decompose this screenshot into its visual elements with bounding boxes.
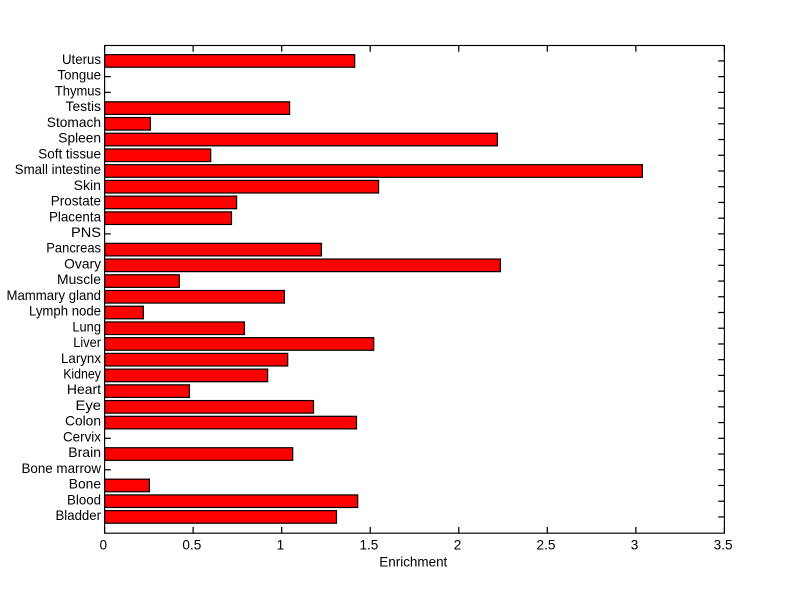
svg-text:Lymph node: Lymph node (29, 304, 101, 319)
svg-text:Pancreas: Pancreas (46, 241, 101, 256)
svg-text:Skin: Skin (74, 178, 101, 193)
svg-text:1.5: 1.5 (359, 538, 378, 553)
svg-text:0.5: 0.5 (182, 538, 201, 553)
svg-text:2: 2 (454, 538, 462, 553)
svg-text:3: 3 (631, 538, 639, 553)
svg-text:Liver: Liver (73, 335, 101, 350)
svg-text:Mammary gland: Mammary gland (7, 288, 102, 303)
svg-text:Kidney: Kidney (63, 367, 101, 382)
svg-text:Blood: Blood (67, 492, 101, 507)
svg-text:Ovary: Ovary (64, 256, 101, 271)
svg-text:Testis: Testis (66, 99, 102, 114)
svg-text:Eye: Eye (76, 398, 102, 413)
svg-text:Bladder: Bladder (56, 508, 102, 523)
svg-text:Soft tissue: Soft tissue (38, 146, 101, 161)
svg-text:Larynx: Larynx (61, 351, 101, 366)
svg-text:Lung: Lung (72, 319, 101, 334)
svg-text:Placenta: Placenta (49, 209, 101, 224)
svg-text:Prostate: Prostate (51, 194, 101, 209)
svg-text:Cervix: Cervix (63, 429, 101, 444)
svg-text:Tongue: Tongue (58, 68, 102, 83)
svg-text:2.5: 2.5 (537, 538, 556, 553)
svg-text:Small intestine: Small intestine (15, 162, 101, 177)
svg-text:Bone marrow: Bone marrow (22, 461, 102, 476)
svg-text:Spleen: Spleen (58, 131, 101, 146)
svg-text:0: 0 (100, 538, 108, 553)
svg-text:Uterus: Uterus (62, 52, 101, 67)
svg-text:3.5: 3.5 (714, 538, 733, 553)
svg-text:Stomach: Stomach (47, 115, 101, 130)
svg-text:Heart: Heart (67, 382, 101, 397)
svg-text:Enrichment: Enrichment (379, 554, 447, 569)
svg-text:1: 1 (277, 538, 285, 553)
svg-text:Thymus: Thymus (55, 83, 101, 98)
svg-text:PNS: PNS (71, 225, 101, 240)
svg-text:Muscle: Muscle (57, 272, 101, 287)
svg-text:Colon: Colon (65, 414, 101, 429)
svg-text:Brain: Brain (68, 445, 101, 460)
svg-text:Bone: Bone (69, 477, 101, 492)
